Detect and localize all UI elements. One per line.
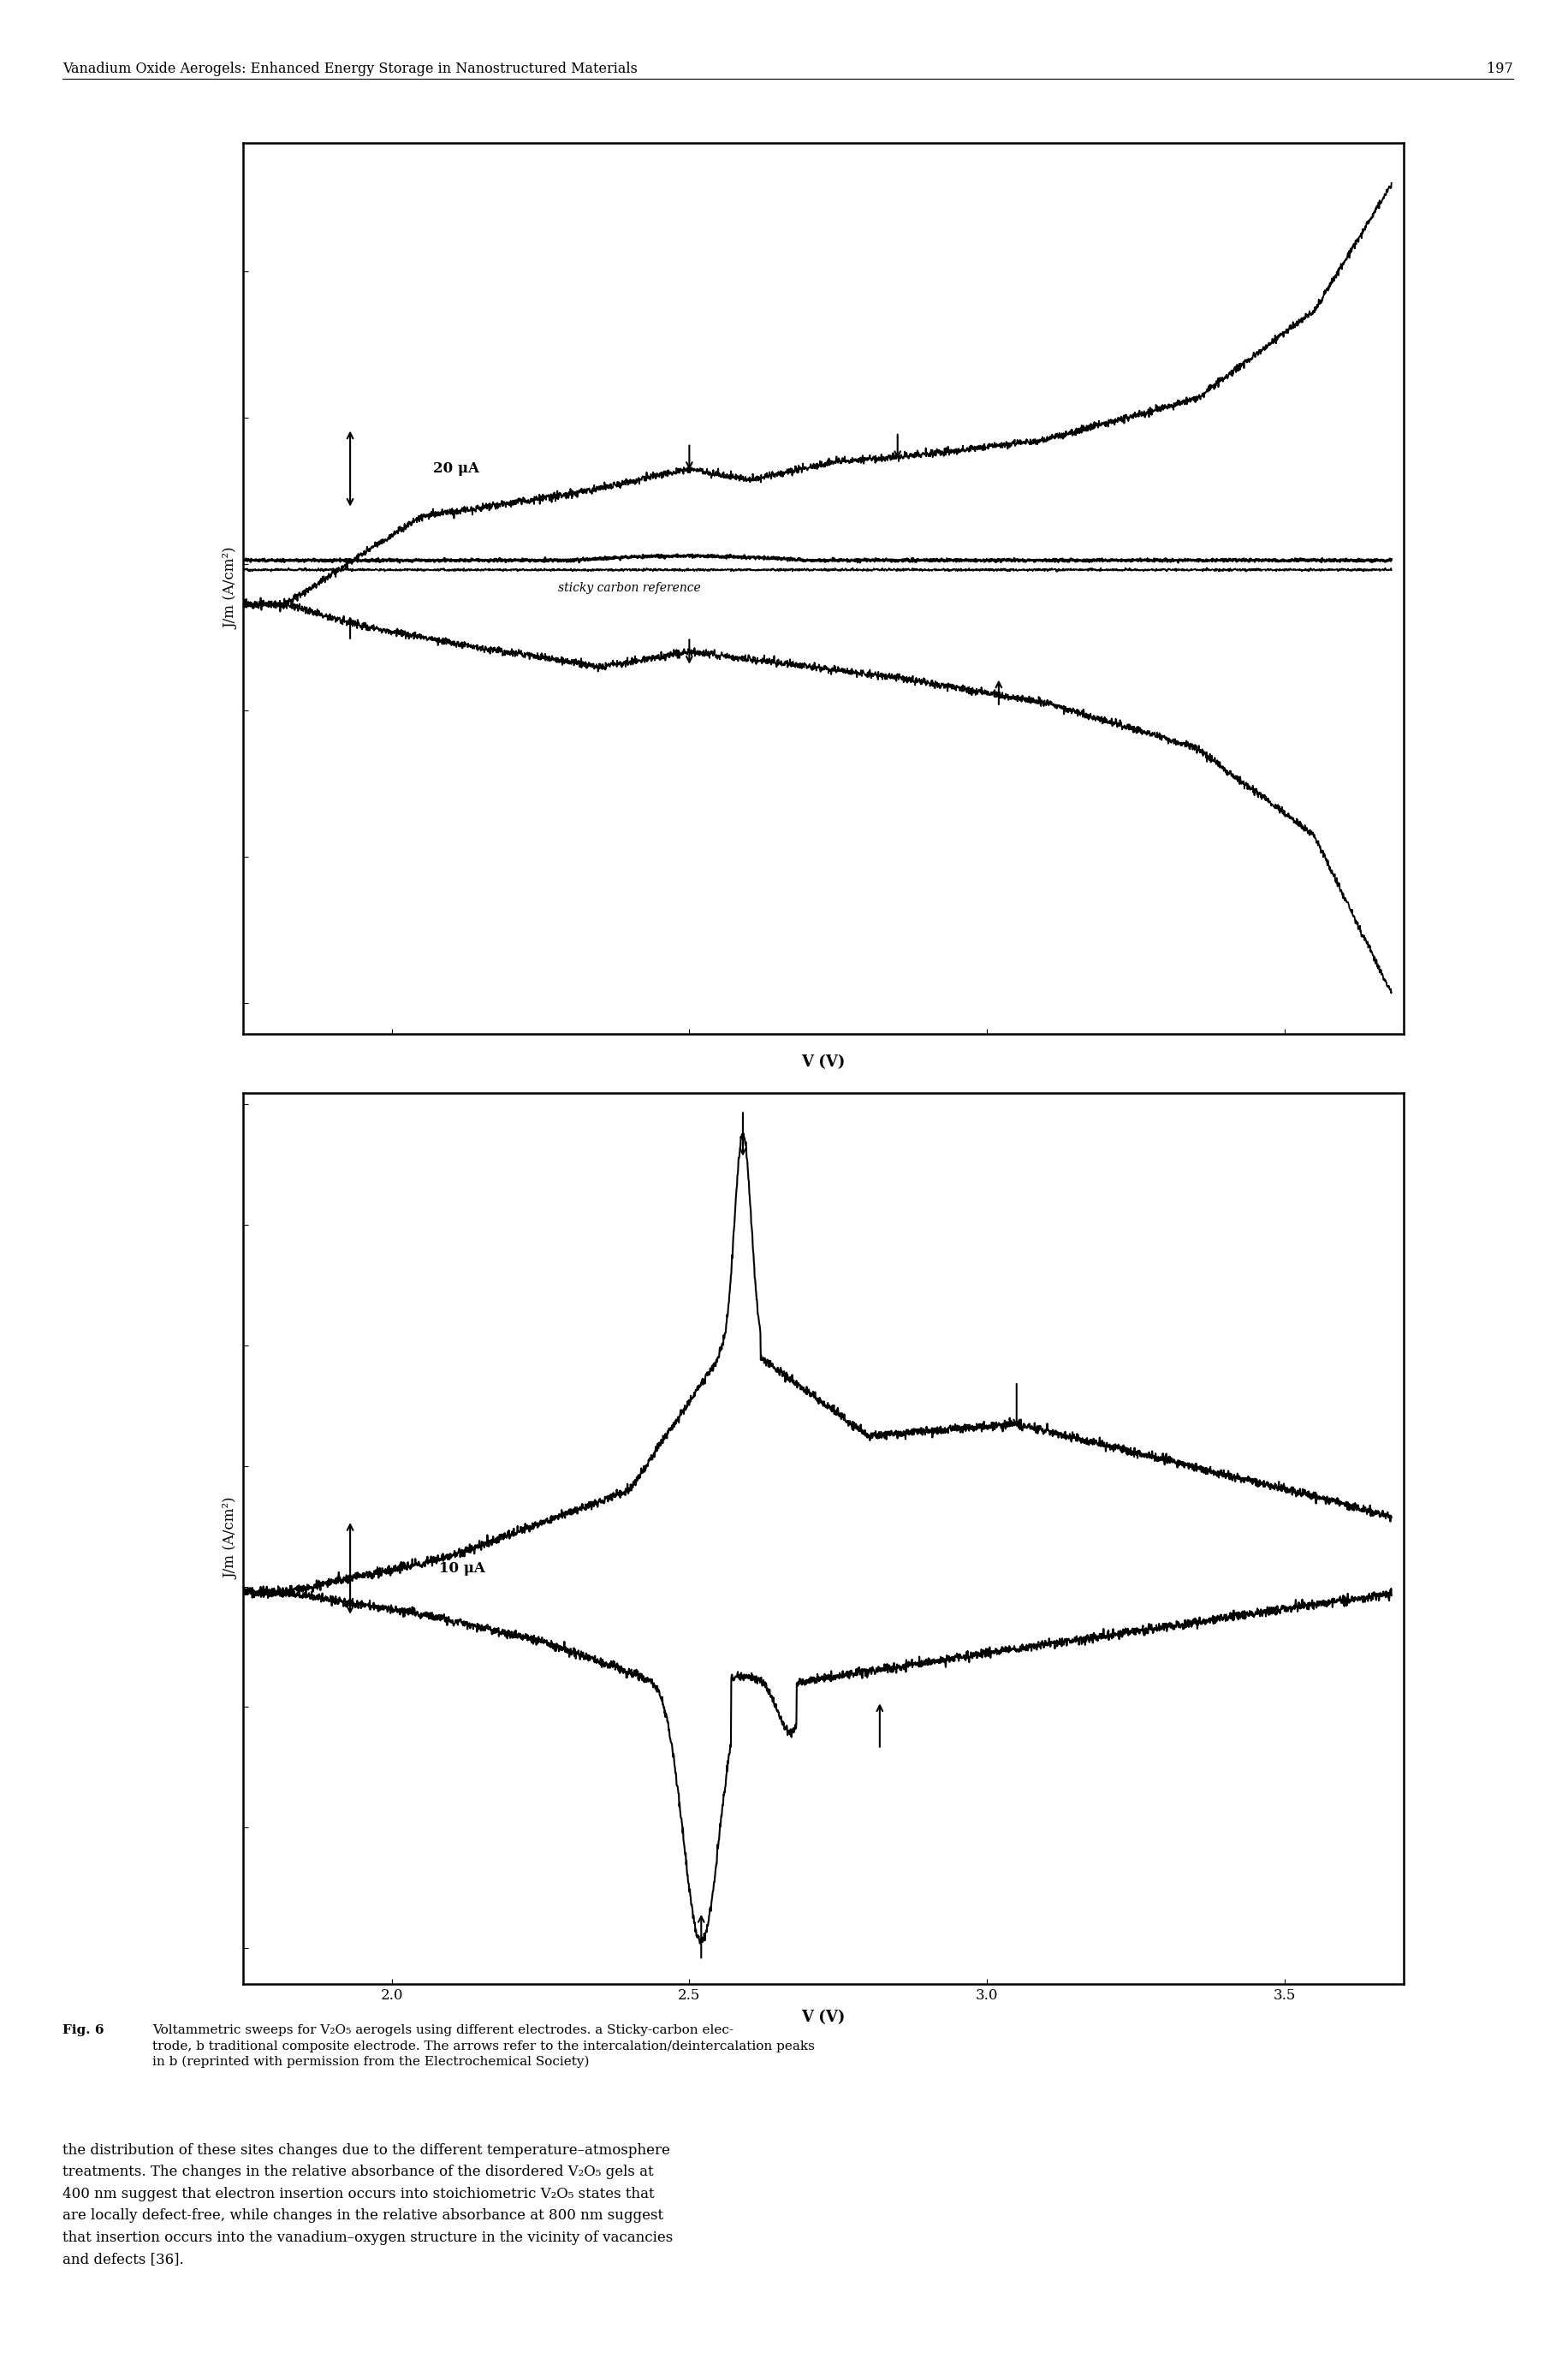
X-axis label: V (V): V (V): [801, 2010, 845, 2024]
Text: 10 μA: 10 μA: [439, 1561, 486, 1575]
Y-axis label: J/m (A/cm²): J/m (A/cm²): [224, 1497, 238, 1580]
Text: Fig. 6: Fig. 6: [63, 2024, 103, 2036]
Text: the distribution of these sites changes due to the different temperature–atmosph: the distribution of these sites changes …: [63, 2143, 673, 2267]
Text: Voltammetric sweeps for V₂O₅ aerogels using different electrodes. a Sticky-carbo: Voltammetric sweeps for V₂O₅ aerogels us…: [152, 2024, 814, 2067]
Text: 197: 197: [1486, 62, 1513, 76]
Text: sticky carbon reference: sticky carbon reference: [558, 582, 701, 594]
Text: 20 μA: 20 μA: [433, 461, 480, 475]
Text: V (V): V (V): [801, 1055, 845, 1069]
Y-axis label: J/m (A/cm²): J/m (A/cm²): [224, 546, 238, 630]
Text: Vanadium Oxide Aerogels: Enhanced Energy Storage in Nanostructured Materials: Vanadium Oxide Aerogels: Enhanced Energy…: [63, 62, 638, 76]
